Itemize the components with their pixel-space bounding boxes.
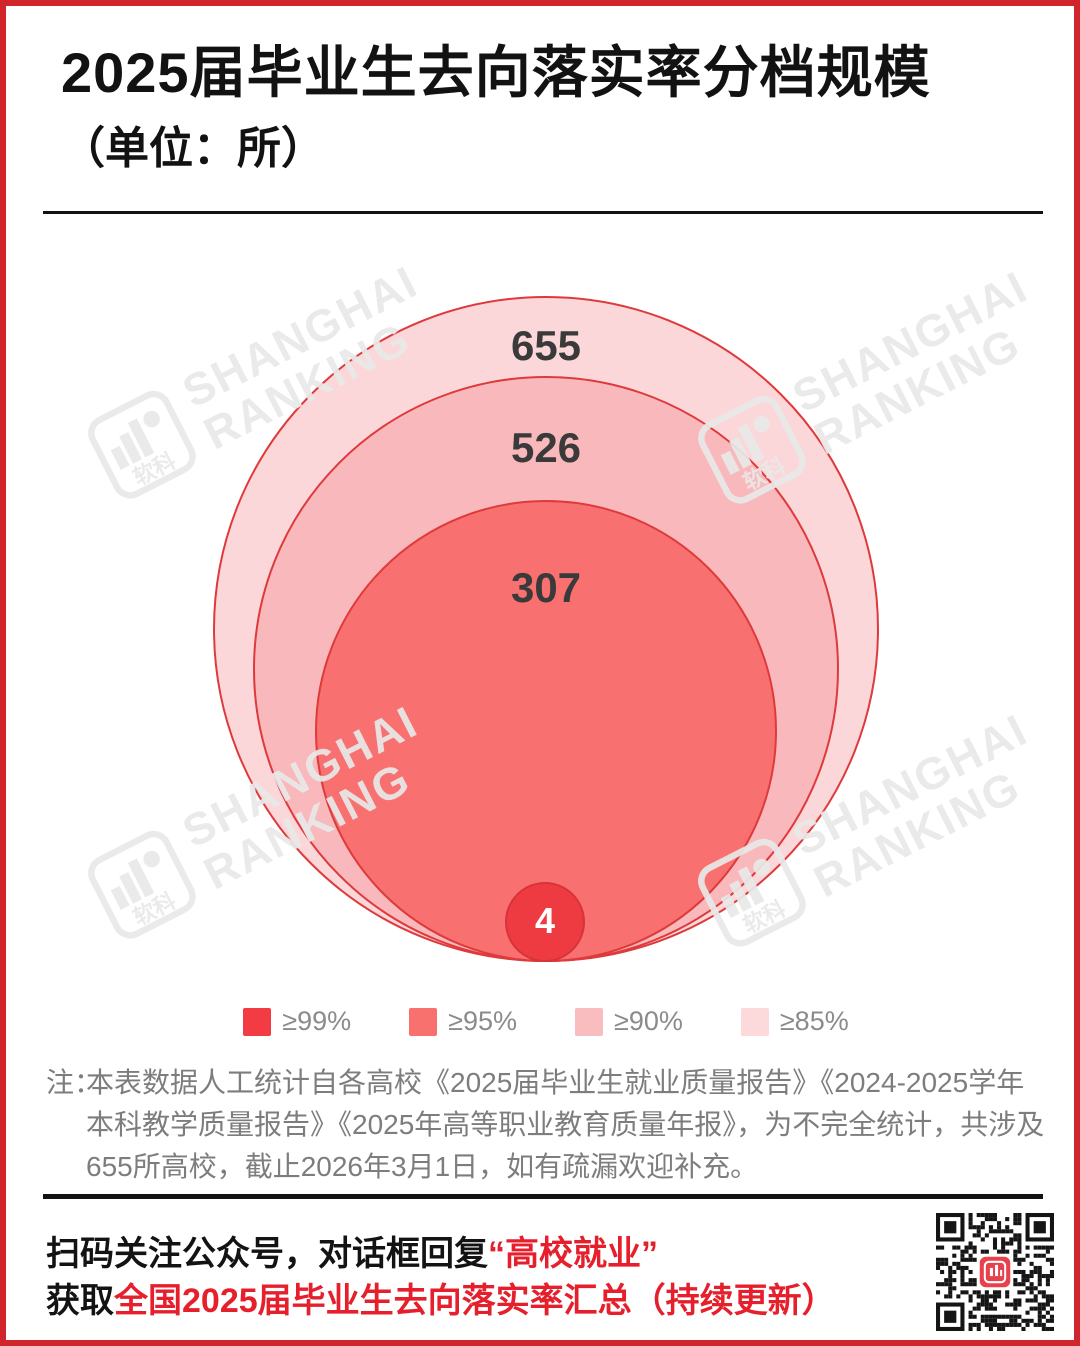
value-label-526: 526 (510, 424, 582, 471)
page-subtitle: （单位：所） (61, 124, 325, 173)
value-label-4: 4 (534, 900, 556, 941)
legend-item-90: ≥90% (575, 1006, 683, 1037)
footnote-prefix: 注： (46, 1067, 103, 1098)
legend-swatch-99 (243, 1007, 272, 1036)
footer-line1-black: 扫码关注公众号，对话框回复 (46, 1235, 488, 1273)
footer-line1-red: “高校就业” (488, 1235, 658, 1273)
legend-swatch-85 (740, 1007, 769, 1036)
shanghairanking-logo-icon: 软科 (87, 390, 196, 499)
footer-divider (43, 1194, 1043, 1199)
value-label-307: 307 (510, 564, 582, 611)
legend-item-99: ≥99% (243, 1006, 351, 1037)
legend: ≥99% ≥95% ≥90% ≥85% (6, 1006, 1074, 1037)
svg-text:软科: 软科 (739, 896, 790, 938)
legend-swatch-90 (575, 1007, 603, 1036)
title-divider (43, 211, 1043, 214)
footnote: 注： 本表数据人工统计自各高校《2025届毕业生就业质量报告》《2024-202… (46, 1062, 1050, 1188)
qr-code (936, 1213, 1054, 1331)
svg-text:软科: 软科 (129, 448, 180, 490)
legend-item-85: ≥85% (740, 1006, 849, 1037)
footnote-text: 本表数据人工统计自各高校《2025届毕业生就业质量报告》《2024-2025学年… (86, 1067, 1045, 1182)
legend-label: ≥99% (282, 1006, 352, 1036)
page-title: 2025届毕业生去向落实率分档规模 (61, 41, 931, 104)
footer-line2-black: 获取 (46, 1282, 114, 1320)
svg-text:软科: 软科 (129, 888, 180, 930)
shanghairanking-logo-icon: 软科 (87, 830, 196, 939)
footer-line-1: 扫码关注公众号，对话框回复“高校就业” (46, 1226, 658, 1275)
legend-label: ≥85% (779, 1006, 849, 1036)
value-label-655: 655 (510, 322, 582, 369)
legend-label: ≥90% (614, 1006, 683, 1036)
watermark-text: SHANGHAI RANKING (784, 260, 1036, 465)
legend-label: ≥95% (448, 1006, 517, 1036)
circle-tier-99 (505, 882, 585, 962)
footer-line-2: 获取全国2025届毕业生去向落实率汇总（持续更新） (46, 1273, 836, 1322)
legend-swatch-95 (409, 1007, 438, 1036)
footer-line2-red: 全国2025届毕业生去向落实率汇总（持续更新） (114, 1282, 836, 1320)
legend-item-95: ≥95% (409, 1006, 517, 1037)
